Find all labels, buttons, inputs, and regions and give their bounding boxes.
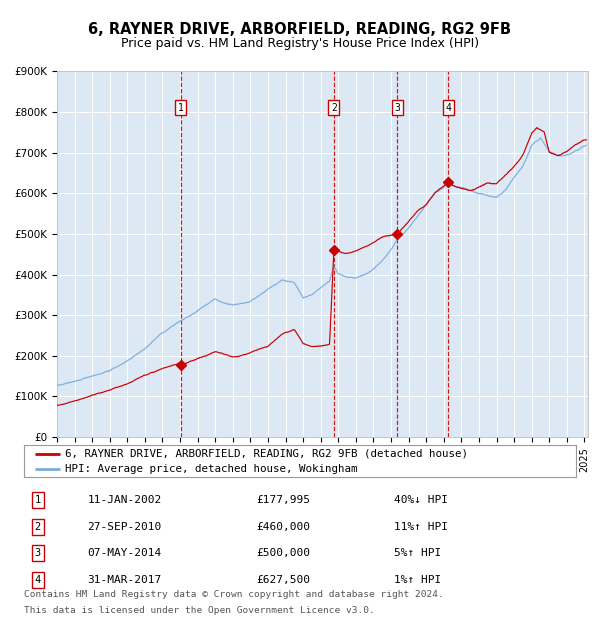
Text: HPI: Average price, detached house, Wokingham: HPI: Average price, detached house, Woki…: [65, 464, 358, 474]
Text: 4: 4: [35, 575, 41, 585]
Text: £627,500: £627,500: [256, 575, 310, 585]
Text: 4: 4: [445, 103, 451, 113]
Text: £177,995: £177,995: [256, 495, 310, 505]
Text: 3: 3: [35, 548, 41, 558]
Text: This data is licensed under the Open Government Licence v3.0.: This data is licensed under the Open Gov…: [24, 606, 375, 615]
Text: 07-MAY-2014: 07-MAY-2014: [88, 548, 162, 558]
Text: 27-SEP-2010: 27-SEP-2010: [88, 521, 162, 531]
Text: 2: 2: [331, 103, 337, 113]
Text: £500,000: £500,000: [256, 548, 310, 558]
Text: 11-JAN-2002: 11-JAN-2002: [88, 495, 162, 505]
Text: 3: 3: [394, 103, 400, 113]
Text: 2: 2: [35, 521, 41, 531]
Text: 6, RAYNER DRIVE, ARBORFIELD, READING, RG2 9FB (detached house): 6, RAYNER DRIVE, ARBORFIELD, READING, RG…: [65, 449, 469, 459]
Text: 1: 1: [35, 495, 41, 505]
Text: £460,000: £460,000: [256, 521, 310, 531]
Text: 1: 1: [178, 103, 184, 113]
Text: 6, RAYNER DRIVE, ARBORFIELD, READING, RG2 9FB: 6, RAYNER DRIVE, ARBORFIELD, READING, RG…: [89, 22, 511, 37]
Text: 40%↓ HPI: 40%↓ HPI: [394, 495, 448, 505]
Text: Contains HM Land Registry data © Crown copyright and database right 2024.: Contains HM Land Registry data © Crown c…: [24, 590, 444, 599]
Text: 11%↑ HPI: 11%↑ HPI: [394, 521, 448, 531]
Text: Price paid vs. HM Land Registry's House Price Index (HPI): Price paid vs. HM Land Registry's House …: [121, 37, 479, 50]
Text: 5%↑ HPI: 5%↑ HPI: [394, 548, 441, 558]
Text: 31-MAR-2017: 31-MAR-2017: [88, 575, 162, 585]
Text: 1%↑ HPI: 1%↑ HPI: [394, 575, 441, 585]
